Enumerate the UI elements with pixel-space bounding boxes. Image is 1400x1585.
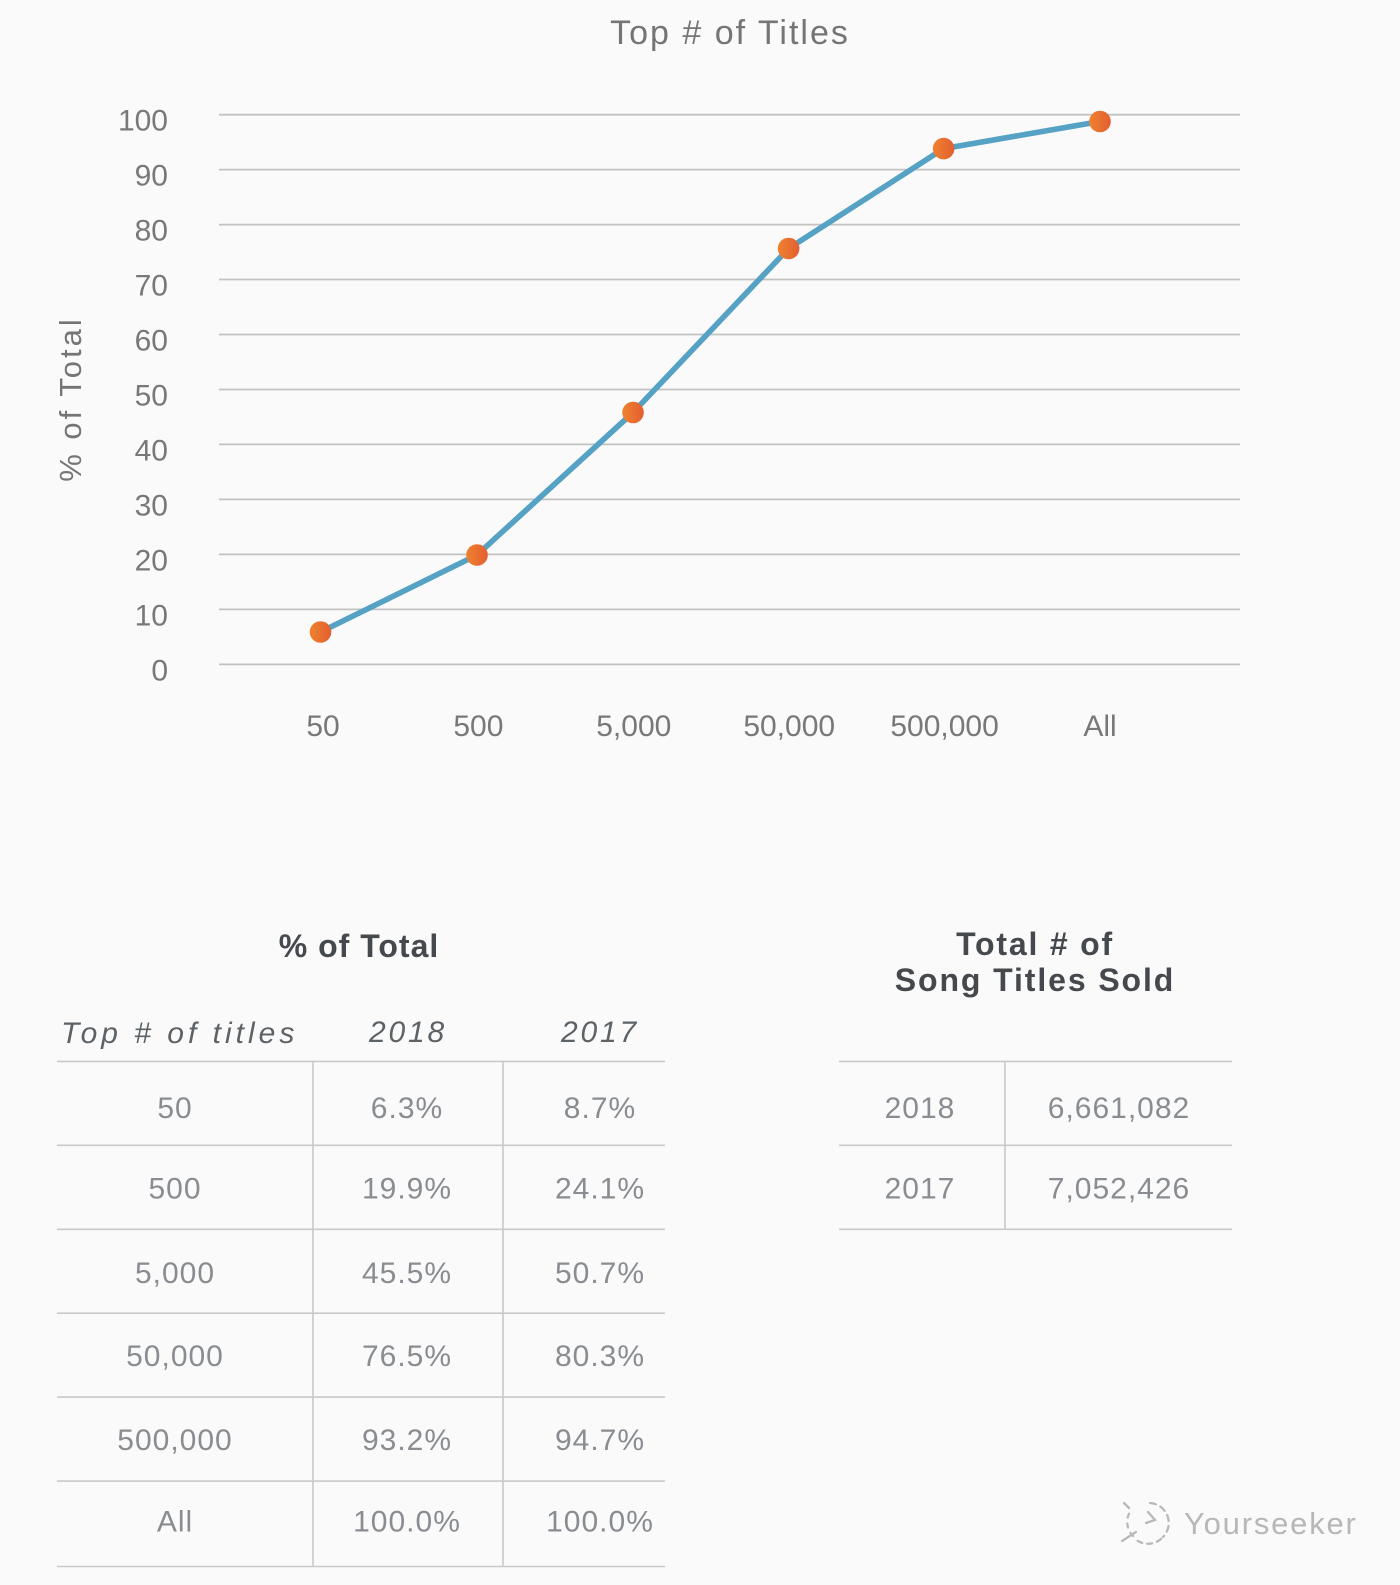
svg-text:100.0%: 100.0% (353, 1506, 461, 1539)
svg-text:94.7%: 94.7% (555, 1424, 645, 1457)
svg-text:Yourseeker: Yourseeker (1184, 1506, 1358, 1541)
svg-text:90: 90 (135, 160, 168, 193)
svg-text:5,000: 5,000 (135, 1257, 215, 1290)
svg-text:% of Total: % of Total (53, 316, 88, 482)
svg-text:20: 20 (135, 544, 168, 577)
svg-text:8.7%: 8.7% (564, 1092, 636, 1125)
svg-text:24.1%: 24.1% (555, 1173, 645, 1206)
svg-text:40: 40 (135, 434, 168, 467)
svg-text:30: 30 (135, 489, 168, 522)
svg-text:500,000: 500,000 (117, 1424, 232, 1457)
svg-text:Song Titles Sold: Song Titles Sold (895, 962, 1176, 998)
svg-text:Top # of Titles: Top # of Titles (610, 14, 850, 52)
svg-text:7,052,426: 7,052,426 (1048, 1173, 1190, 1206)
svg-text:80.3%: 80.3% (555, 1340, 645, 1373)
svg-text:50,000: 50,000 (126, 1340, 224, 1373)
svg-text:19.9%: 19.9% (362, 1173, 452, 1206)
svg-text:2018: 2018 (885, 1092, 956, 1125)
svg-text:76.5%: 76.5% (362, 1340, 452, 1373)
svg-text:2018: 2018 (368, 1016, 447, 1049)
svg-text:500: 500 (148, 1173, 201, 1206)
svg-text:% of Total: % of Total (279, 928, 440, 964)
svg-text:50: 50 (157, 1092, 192, 1125)
svg-text:50: 50 (135, 380, 168, 413)
svg-text:500,000: 500,000 (890, 710, 998, 743)
svg-text:0: 0 (151, 654, 168, 687)
svg-text:All: All (157, 1506, 193, 1539)
svg-text:6,661,082: 6,661,082 (1048, 1092, 1190, 1125)
svg-text:2017: 2017 (560, 1016, 639, 1049)
svg-text:All: All (1083, 710, 1116, 743)
svg-text:60: 60 (135, 325, 168, 358)
svg-text:100: 100 (118, 105, 168, 138)
svg-text:50,000: 50,000 (743, 710, 835, 743)
svg-text:6.3%: 6.3% (371, 1092, 443, 1125)
svg-text:45.5%: 45.5% (362, 1257, 452, 1290)
svg-text:10: 10 (135, 599, 168, 632)
svg-text:Top # of titles: Top # of titles (61, 1017, 298, 1050)
svg-text:100.0%: 100.0% (546, 1506, 654, 1539)
svg-text:80: 80 (135, 215, 168, 248)
svg-text:70: 70 (135, 270, 168, 303)
svg-text:50: 50 (306, 710, 339, 743)
svg-text:93.2%: 93.2% (362, 1424, 452, 1457)
svg-text:500: 500 (453, 710, 503, 743)
svg-text:50.7%: 50.7% (555, 1257, 645, 1290)
svg-text:5,000: 5,000 (596, 710, 671, 743)
svg-text:Total # of: Total # of (956, 926, 1114, 962)
svg-text:2017: 2017 (885, 1173, 956, 1206)
